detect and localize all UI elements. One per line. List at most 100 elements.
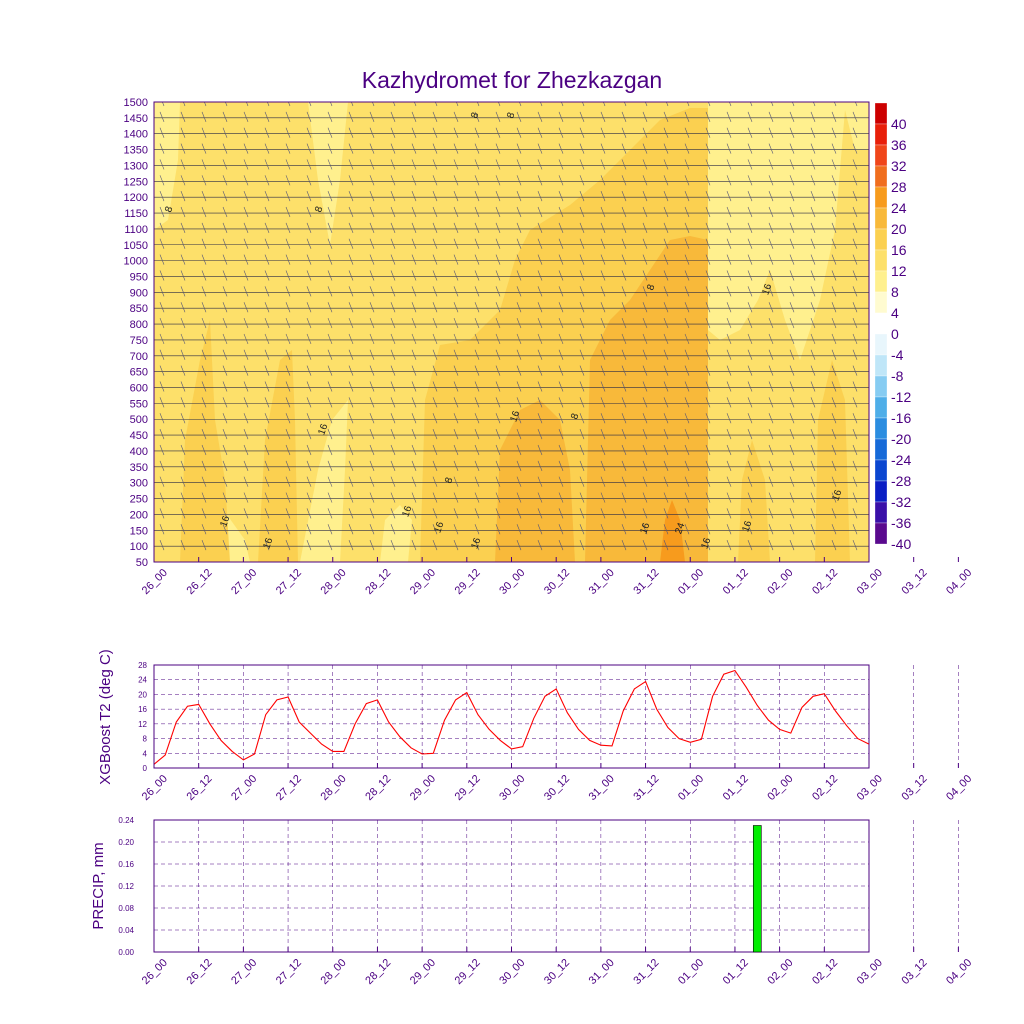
wind-barb	[810, 492, 816, 503]
wind-barb	[558, 524, 564, 535]
wind-barb	[306, 381, 312, 392]
wind-barb	[852, 254, 858, 265]
contour-label: 8	[569, 412, 581, 421]
wind-barb	[810, 111, 816, 122]
wind-barb	[180, 175, 186, 186]
wind-barb	[768, 286, 774, 297]
wind-barb	[747, 508, 753, 519]
wind-barb	[306, 317, 312, 329]
wind-barb	[285, 159, 291, 170]
precip-x-tick-label: 01_00	[676, 957, 706, 987]
wind-barb	[201, 444, 207, 456]
wind-barb	[327, 413, 333, 424]
wind-barb	[180, 540, 186, 551]
wind-barb	[327, 111, 333, 122]
wind-barb	[264, 206, 270, 218]
cross-section-y-tick-label: 1300	[124, 160, 148, 172]
wind-barb	[159, 175, 165, 186]
wind-barb	[264, 143, 270, 154]
wind-barb	[222, 444, 228, 456]
wind-barb	[432, 222, 438, 234]
wind-barb	[705, 413, 711, 424]
wind-barb	[306, 159, 312, 170]
wind-barb	[348, 238, 354, 249]
wind-barb	[432, 127, 438, 138]
colorbar-label: -32	[891, 494, 911, 510]
wind-barb	[537, 428, 543, 440]
wind-barb	[243, 540, 249, 551]
wind-barb	[663, 333, 669, 345]
wind-barb	[747, 302, 753, 313]
wind-barb	[264, 127, 270, 138]
cross-section-y-tick-label: 1000	[124, 256, 148, 268]
wind-barb	[432, 191, 438, 202]
wind-barb	[180, 333, 186, 345]
wind-barb	[348, 349, 354, 360]
wind-barb	[390, 206, 396, 218]
wind-barb	[600, 540, 606, 551]
wind-barb	[390, 191, 396, 202]
wind-barb	[663, 349, 669, 360]
wind-barb	[621, 143, 627, 154]
wind-barb	[327, 222, 333, 234]
wind-barb	[348, 381, 354, 392]
wind-barb	[642, 476, 648, 487]
wind-barb	[201, 254, 207, 265]
wind-barb	[516, 444, 522, 456]
wind-barb	[537, 524, 543, 535]
wind-barb	[327, 381, 333, 392]
wind-barb	[516, 127, 522, 138]
wind-barb	[264, 492, 270, 503]
wind-barb	[243, 159, 249, 170]
wind-barb	[411, 492, 417, 503]
wind-barb	[411, 365, 417, 376]
wind-barb	[411, 428, 417, 440]
t2-x-tick-label: 28_12	[363, 773, 393, 803]
wind-barb	[369, 302, 375, 313]
wind-barb	[285, 492, 291, 503]
wind-barb	[453, 444, 459, 456]
wind-barb	[684, 270, 690, 281]
wind-barb	[306, 302, 312, 313]
contour-region-8-12-f	[380, 505, 412, 562]
wind-barb	[222, 476, 228, 487]
cross-section-x-tick-label: 01_00	[676, 567, 706, 597]
wind-barb	[432, 413, 438, 424]
cross-section-y-tick-label: 1200	[124, 192, 148, 204]
wind-barb	[369, 444, 375, 456]
wind-barb	[621, 222, 627, 234]
wind-barb	[201, 191, 207, 202]
wind-barb	[831, 254, 837, 265]
wind-barb	[285, 413, 291, 424]
wind-barb	[747, 444, 753, 456]
wind-barb	[579, 206, 585, 218]
wind-barb	[453, 222, 459, 234]
wind-barb	[621, 302, 627, 313]
wind-barb	[285, 397, 291, 408]
wind-barb	[726, 524, 732, 535]
wind-barb	[810, 270, 816, 281]
wind-barb	[327, 476, 333, 487]
wind-barb	[432, 286, 438, 297]
wind-barb	[411, 191, 417, 202]
wind-barb	[474, 270, 480, 281]
wind-barb	[159, 302, 165, 313]
wind-barb	[642, 159, 648, 170]
wind-barb	[768, 508, 774, 519]
wind-barb	[348, 317, 354, 329]
wind-barb	[642, 524, 648, 535]
wind-barb	[852, 127, 858, 138]
wind-barb	[558, 238, 564, 249]
contour-label: 8	[645, 283, 657, 292]
wind-barb	[537, 175, 543, 186]
wind-barb	[495, 428, 501, 440]
wind-barb	[495, 365, 501, 376]
contour-region-20-24-a	[495, 400, 575, 562]
wind-barb	[369, 143, 375, 154]
wind-barb	[705, 159, 711, 170]
wind-barb	[516, 191, 522, 202]
t2-y-tick-label: 12	[138, 720, 147, 729]
wind-barb	[789, 286, 795, 297]
wind-barb	[831, 428, 837, 440]
wind-barb	[264, 508, 270, 519]
